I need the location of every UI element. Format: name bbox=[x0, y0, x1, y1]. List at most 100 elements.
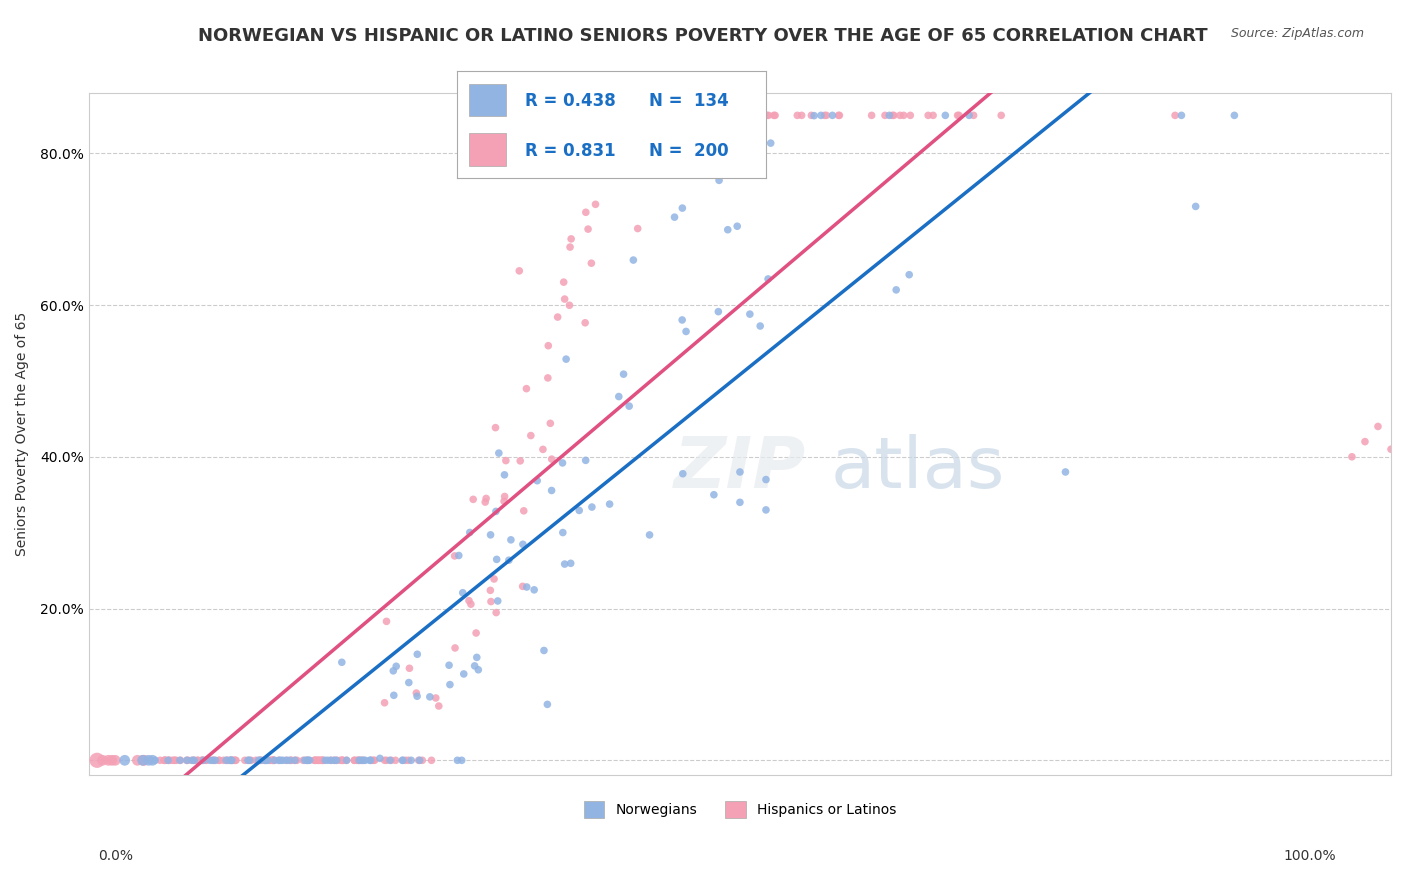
Point bbox=[314, 753, 336, 767]
Point bbox=[104, 753, 127, 767]
Point bbox=[664, 210, 686, 224]
Point bbox=[827, 108, 849, 122]
Point bbox=[363, 753, 385, 767]
Point bbox=[380, 753, 402, 767]
Point bbox=[382, 664, 405, 678]
Point bbox=[560, 232, 582, 246]
Point bbox=[233, 753, 256, 767]
Point bbox=[637, 108, 659, 122]
Point bbox=[465, 626, 488, 640]
Point bbox=[451, 585, 474, 599]
Point bbox=[323, 753, 346, 767]
Text: 0.0%: 0.0% bbox=[98, 849, 134, 863]
Point bbox=[574, 316, 596, 330]
Point bbox=[758, 108, 780, 122]
Point bbox=[217, 753, 239, 767]
Point bbox=[450, 753, 472, 767]
Point bbox=[512, 579, 534, 593]
Point bbox=[141, 753, 163, 767]
Point bbox=[494, 494, 516, 508]
Point bbox=[755, 503, 778, 517]
Point bbox=[554, 557, 576, 571]
Point bbox=[195, 753, 218, 767]
Point bbox=[531, 442, 554, 457]
Point bbox=[744, 108, 766, 122]
Point bbox=[350, 753, 373, 767]
Point bbox=[163, 753, 186, 767]
Point bbox=[363, 753, 385, 767]
Point bbox=[294, 753, 316, 767]
Point bbox=[249, 753, 271, 767]
Point bbox=[343, 753, 366, 767]
Point bbox=[458, 593, 481, 607]
Point bbox=[495, 453, 517, 467]
Point bbox=[187, 753, 209, 767]
Point bbox=[957, 108, 980, 122]
Point bbox=[621, 253, 644, 268]
Point bbox=[446, 753, 468, 767]
Point bbox=[131, 753, 153, 767]
Point bbox=[127, 753, 149, 767]
Point bbox=[208, 753, 231, 767]
Point bbox=[800, 108, 823, 122]
FancyBboxPatch shape bbox=[470, 84, 506, 116]
Point bbox=[276, 753, 298, 767]
Point bbox=[307, 753, 329, 767]
Point bbox=[1367, 419, 1389, 434]
Point bbox=[398, 661, 420, 675]
Point bbox=[558, 240, 581, 254]
Point bbox=[803, 109, 825, 123]
Point bbox=[176, 753, 198, 767]
Point bbox=[581, 256, 603, 270]
Point bbox=[484, 420, 506, 434]
Point bbox=[254, 753, 277, 767]
Point bbox=[204, 753, 226, 767]
Point bbox=[325, 753, 347, 767]
Point bbox=[155, 753, 177, 767]
Point bbox=[263, 753, 285, 767]
Point bbox=[399, 753, 422, 767]
Point bbox=[551, 456, 574, 470]
Point bbox=[157, 753, 180, 767]
Point bbox=[756, 272, 779, 286]
Text: N =  200: N = 200 bbox=[648, 142, 728, 160]
Point bbox=[191, 753, 214, 767]
Point bbox=[354, 753, 377, 767]
Point bbox=[762, 108, 785, 122]
Point bbox=[347, 753, 370, 767]
Point bbox=[494, 490, 516, 504]
Point bbox=[330, 753, 353, 767]
Text: atlas: atlas bbox=[831, 434, 1005, 503]
Point bbox=[479, 594, 502, 608]
Point bbox=[212, 753, 235, 767]
Point bbox=[815, 108, 838, 122]
Point bbox=[298, 753, 321, 767]
Point bbox=[260, 753, 283, 767]
Point bbox=[1223, 108, 1246, 122]
Point bbox=[360, 753, 382, 767]
Point bbox=[191, 753, 214, 767]
Point bbox=[479, 583, 502, 598]
Point bbox=[934, 108, 956, 122]
Point bbox=[253, 753, 276, 767]
Point bbox=[312, 753, 335, 767]
Point bbox=[343, 753, 366, 767]
Point bbox=[922, 108, 945, 122]
Point bbox=[177, 753, 200, 767]
Point bbox=[360, 753, 382, 767]
Point bbox=[267, 753, 290, 767]
Point bbox=[202, 753, 225, 767]
Point bbox=[257, 753, 280, 767]
Point bbox=[728, 465, 751, 479]
Point bbox=[447, 549, 470, 563]
Point bbox=[256, 753, 278, 767]
Point bbox=[284, 753, 307, 767]
Point bbox=[479, 528, 502, 542]
Point bbox=[239, 753, 262, 767]
Point bbox=[332, 753, 354, 767]
Point bbox=[169, 753, 191, 767]
Point bbox=[990, 108, 1012, 122]
Point bbox=[520, 428, 543, 442]
Point bbox=[183, 753, 205, 767]
Point bbox=[217, 753, 239, 767]
